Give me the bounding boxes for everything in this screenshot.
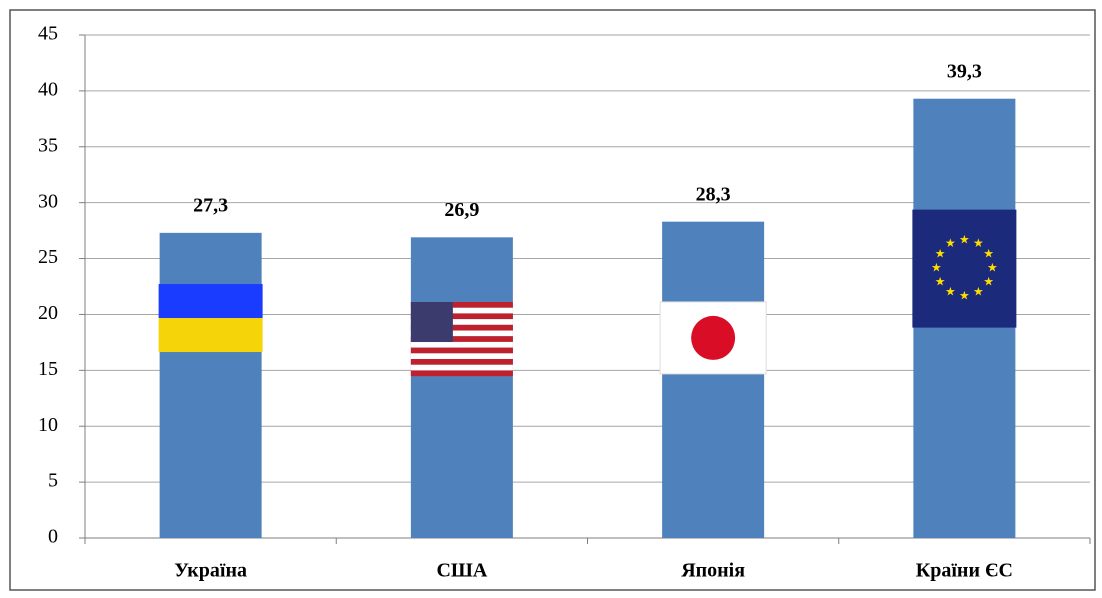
y-tick-label: 0 xyxy=(48,526,58,548)
chart-frame xyxy=(9,9,1096,591)
y-tick-label: 30 xyxy=(38,190,58,212)
flag-stripe xyxy=(410,359,513,365)
flag-stripe xyxy=(410,364,513,371)
y-tick-label: 20 xyxy=(38,302,58,324)
bar xyxy=(159,232,262,538)
data-label: 27,3 xyxy=(193,194,228,216)
flag-star: ★ xyxy=(959,288,970,302)
y-tick-label: 40 xyxy=(38,78,58,100)
flag-star: ★ xyxy=(931,260,942,274)
y-tick-label: 45 xyxy=(38,23,58,45)
flag-star: ★ xyxy=(973,236,984,250)
flag-stripe xyxy=(410,313,513,320)
flag-star: ★ xyxy=(935,274,946,288)
flag-field xyxy=(912,209,1017,328)
x-tick-label: Японія xyxy=(681,560,745,582)
data-label: 26,9 xyxy=(444,199,479,221)
flag: ★ ★★★★★★★★★★★ xyxy=(912,209,1017,328)
flag-stripe xyxy=(410,336,513,342)
y-tick-label: 15 xyxy=(38,358,58,380)
x-tick-label: США xyxy=(436,560,487,582)
bar xyxy=(410,237,513,538)
flag-star: ★ xyxy=(959,232,970,246)
flag-stripe xyxy=(410,370,513,377)
flag-stripe xyxy=(158,284,263,319)
flag-stripe xyxy=(410,353,513,360)
flag-stripe xyxy=(410,341,513,348)
flag-stripe xyxy=(158,318,263,353)
flag-star: ★ xyxy=(945,236,956,250)
flag-star: ★ xyxy=(983,246,994,260)
flag-stripe xyxy=(410,324,513,331)
y-tick-label: 5 xyxy=(48,470,58,492)
flag-stripe xyxy=(410,347,513,354)
data-label: 28,3 xyxy=(696,183,731,205)
y-tick-label: 25 xyxy=(38,246,58,268)
x-tick-label: Україна xyxy=(174,560,247,582)
y-tick-label: 35 xyxy=(38,134,58,156)
x-tick-label: Країни ЄС xyxy=(916,560,1013,582)
flag-canton xyxy=(410,302,453,343)
flag-star: ★ xyxy=(983,274,994,288)
flag-star: ★ xyxy=(945,285,956,299)
flag-star: ★ xyxy=(935,246,946,260)
flag-disc xyxy=(691,315,736,360)
flag xyxy=(410,302,513,377)
flag-star: ★ xyxy=(987,260,998,274)
flag xyxy=(158,284,263,353)
flag-stripe xyxy=(410,302,513,308)
flag-stripe xyxy=(410,319,513,325)
flag-stripe xyxy=(410,330,513,337)
flag xyxy=(659,301,767,375)
flag-star: ★ xyxy=(973,285,984,299)
flag-stripe xyxy=(410,307,513,314)
bar xyxy=(662,221,765,538)
data-label: 39,3 xyxy=(947,60,982,82)
y-tick-label: 10 xyxy=(38,414,58,436)
